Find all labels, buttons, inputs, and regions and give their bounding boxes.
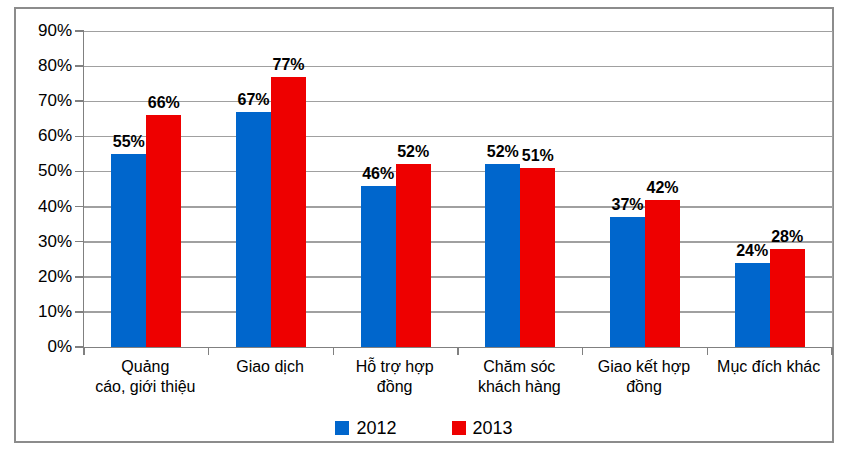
value-label-2013-category-5: 42% bbox=[631, 179, 695, 197]
category-label-4: Chăm sóc khách hàng bbox=[451, 357, 588, 397]
category-label-3: Hỗ trợ hợp đồng bbox=[326, 357, 463, 397]
bar-2012-category-1 bbox=[111, 154, 146, 347]
y-axis-label: 10% bbox=[8, 303, 72, 321]
value-label-2013-category-2: 77% bbox=[257, 56, 321, 74]
legend-item-2012: 2012 bbox=[335, 419, 396, 437]
y-axis-tick bbox=[75, 171, 84, 173]
y-axis-tick bbox=[75, 311, 84, 313]
category-label-6: Mục đích khác bbox=[700, 357, 837, 377]
bar-2013-category-4 bbox=[520, 168, 555, 347]
bar-2013-category-1 bbox=[146, 115, 181, 347]
legend-label-2012: 2012 bbox=[356, 419, 396, 437]
x-axis-tick bbox=[831, 347, 833, 355]
bar-2012-category-2 bbox=[236, 112, 271, 347]
y-axis-tick bbox=[75, 206, 84, 208]
bar-2012-category-6 bbox=[735, 263, 770, 347]
x-axis-tick bbox=[83, 347, 85, 355]
y-axis-label: 60% bbox=[8, 127, 72, 145]
y-axis-tick bbox=[75, 30, 84, 32]
x-axis-tick bbox=[582, 347, 584, 355]
y-axis-tick bbox=[75, 100, 84, 102]
legend-item-2013: 2013 bbox=[452, 419, 513, 437]
y-axis-label: 50% bbox=[8, 162, 72, 180]
gridline-70 bbox=[84, 101, 832, 103]
y-axis-tick bbox=[75, 65, 84, 67]
gridline-80 bbox=[84, 66, 832, 68]
y-axis-label: 0% bbox=[8, 338, 72, 356]
gridline-20 bbox=[84, 276, 832, 278]
bar-2012-category-5 bbox=[610, 217, 645, 347]
legend: 2012 2013 bbox=[14, 419, 834, 437]
gridline-90 bbox=[84, 31, 832, 33]
y-axis-tick bbox=[75, 241, 84, 243]
y-axis-label: 70% bbox=[8, 92, 72, 110]
legend-swatch-2013 bbox=[452, 421, 466, 435]
plot-area: 0%10%20%30%40%50%60%70%80%90%55%66%67%77… bbox=[83, 31, 833, 348]
value-label-2013-category-6: 28% bbox=[755, 228, 819, 246]
x-axis-tick bbox=[707, 347, 709, 355]
bar-2013-category-5 bbox=[645, 200, 680, 347]
bar-2013-category-2 bbox=[271, 77, 306, 347]
gridline-10 bbox=[84, 311, 832, 313]
gridline-40 bbox=[84, 206, 832, 208]
category-label-1: Quảng cáo, giới thiệu bbox=[77, 357, 214, 397]
bar-2013-category-3 bbox=[396, 164, 431, 347]
value-label-2013-category-3: 52% bbox=[381, 143, 445, 161]
category-label-2: Giao dịch bbox=[202, 357, 339, 377]
value-label-2013-category-4: 51% bbox=[506, 147, 570, 165]
x-axis-tick bbox=[333, 347, 335, 355]
bar-2013-category-6 bbox=[770, 249, 805, 347]
y-axis-label: 20% bbox=[8, 268, 72, 286]
legend-swatch-2012 bbox=[335, 421, 349, 435]
gridline-60 bbox=[84, 136, 832, 138]
chart-canvas: 0%10%20%30%40%50%60%70%80%90%55%66%67%77… bbox=[0, 0, 852, 456]
gridline-50 bbox=[84, 171, 832, 173]
y-axis-tick bbox=[75, 136, 84, 138]
y-axis-label: 90% bbox=[8, 22, 72, 40]
x-axis-labels: Quảng cáo, giới thiệuGiao dịchHỗ trợ hợp… bbox=[83, 357, 831, 403]
y-axis-label: 80% bbox=[8, 57, 72, 75]
y-axis-label: 30% bbox=[8, 233, 72, 251]
y-axis-label: 40% bbox=[8, 198, 72, 216]
legend-label-2013: 2013 bbox=[473, 419, 513, 437]
category-label-5: Giao kết hợp đồng bbox=[576, 357, 713, 397]
x-axis-tick bbox=[208, 347, 210, 355]
y-axis-tick bbox=[75, 276, 84, 278]
bar-2012-category-3 bbox=[361, 186, 396, 348]
x-axis-tick bbox=[457, 347, 459, 355]
value-label-2013-category-1: 66% bbox=[132, 94, 196, 112]
bar-2012-category-4 bbox=[485, 164, 520, 347]
